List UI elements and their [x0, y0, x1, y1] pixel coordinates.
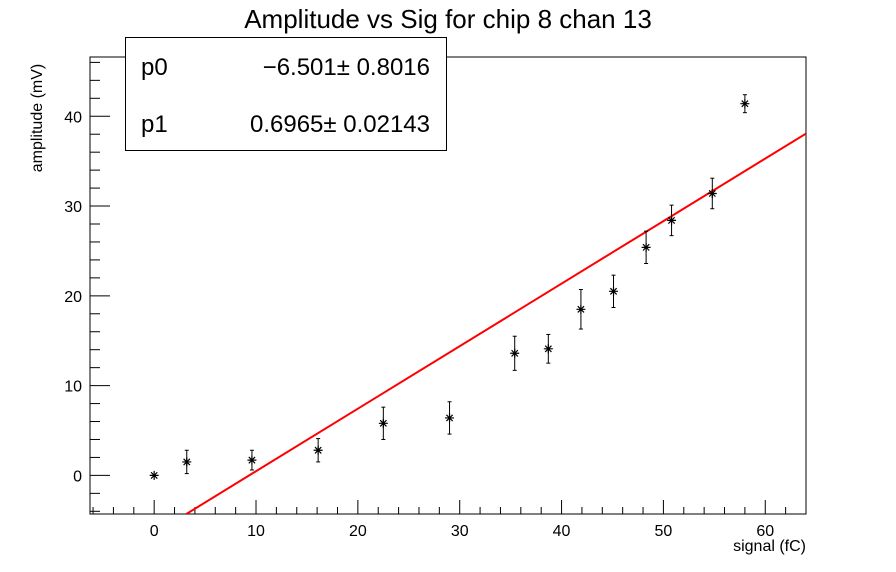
- y-axis-label: amplitude (mV): [29, 63, 46, 173]
- stat-name-p1: p1: [141, 111, 168, 138]
- fit-line: [185, 132, 806, 514]
- x-tick-label: 0: [150, 523, 159, 540]
- y-tick-label: 10: [64, 379, 82, 396]
- data-point: [182, 457, 192, 467]
- x-tick-label: 50: [655, 523, 673, 540]
- data-point: [313, 445, 323, 455]
- y-tick-label: 40: [64, 109, 82, 126]
- x-tick-label: 60: [756, 523, 774, 540]
- plot-frame: [89, 56, 807, 515]
- data-point: [247, 455, 257, 465]
- data-point: [667, 215, 677, 225]
- fit-stats-box: p0 −6.501± 0.8016 p1 0.6965± 0.02143: [125, 37, 447, 151]
- x-axis-label: signal (fC): [733, 538, 806, 555]
- data-point: [445, 413, 455, 423]
- x-tick-label: 20: [349, 523, 367, 540]
- data-point: [510, 348, 520, 358]
- data-point: [576, 304, 586, 314]
- data-point: [740, 99, 750, 109]
- data-point: [707, 188, 717, 198]
- data-point: [378, 418, 388, 428]
- stat-name-p0: p0: [141, 54, 168, 81]
- data-point: [609, 286, 619, 296]
- y-tick-label: 20: [64, 289, 82, 306]
- y-tick-label: 0: [73, 468, 82, 485]
- data-point: [641, 242, 651, 252]
- x-tick-label: 30: [451, 523, 469, 540]
- x-tick-label: 10: [247, 523, 265, 540]
- stat-value-p1: 0.6965± 0.02143: [250, 111, 430, 138]
- stat-value-p0: −6.501± 0.8016: [262, 54, 430, 81]
- data-point: [149, 470, 159, 480]
- chart-title: Amplitude vs Sig for chip 8 chan 13: [244, 4, 652, 34]
- x-tick-label: 40: [553, 523, 571, 540]
- data-point: [543, 344, 553, 354]
- y-tick-label: 30: [64, 199, 82, 216]
